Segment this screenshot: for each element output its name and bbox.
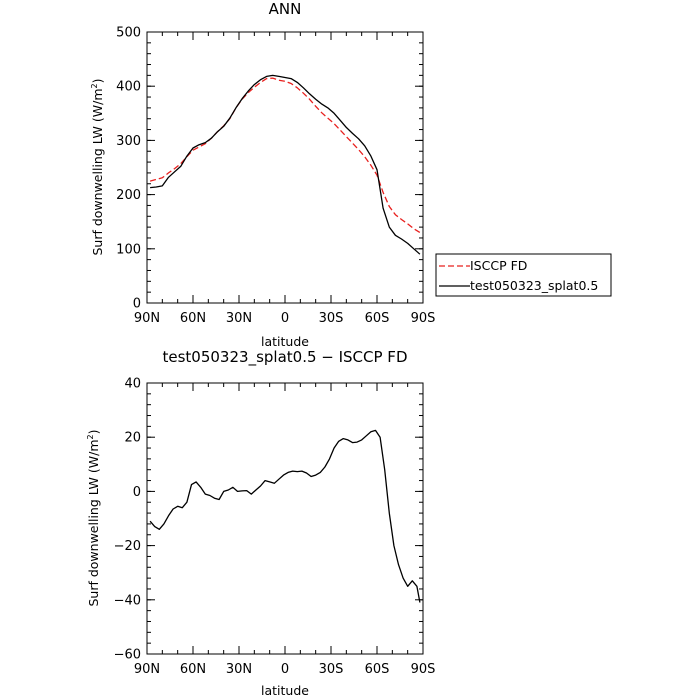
bottom-x-axis-label: latitude <box>261 683 309 698</box>
bottom-plot-frame <box>146 382 424 655</box>
bottom-x-tick-label: 60S <box>365 662 390 677</box>
bottom-x-tick-label: 60N <box>180 662 206 677</box>
top-y-tick-label: 200 <box>116 188 141 203</box>
bottom-y-axis-label: Surf downwelling LW (W/m2) <box>86 429 101 606</box>
top-x-tick-label: 0 <box>281 311 289 326</box>
top-x-tick-label: 90N <box>134 311 160 326</box>
top-series-line-isccp-fd <box>149 77 421 234</box>
legend-label-isccp: ISCCP FD <box>470 258 527 273</box>
bottom-y-tick-label: −20 <box>114 539 141 554</box>
top-x-tick-labels: 90N 60N 30N 0 30S 60S 90S <box>134 311 436 326</box>
top-panel: ANN 0 100 200 300 400 500 90N 60N 30N 0 30S 60S 90S… <box>90 0 612 349</box>
bottom-chart-title: test050323_splat0.5 − ISCCP FD <box>163 348 408 367</box>
bottom-x-tick-label: 30N <box>226 662 252 677</box>
legend: ISCCP FD test050323_splat0.5 <box>435 253 612 297</box>
top-y-tick-label: 300 <box>116 134 141 149</box>
top-y-axis-label: Surf downwelling LW (W/m2) <box>90 78 105 255</box>
bottom-series-lines <box>149 429 421 603</box>
top-y-tick-label: 100 <box>116 242 141 257</box>
top-x-tick-label: 90S <box>411 311 436 326</box>
top-y-tick-labels: 0 100 200 300 400 500 <box>116 26 141 312</box>
bottom-ticks <box>146 382 424 655</box>
top-series-lines <box>149 74 421 255</box>
legend-label-test: test050323_splat0.5 <box>470 278 598 293</box>
bottom-x-tick-labels: 90N 60N 30N 0 30S 60S 90S <box>134 662 436 677</box>
bottom-panel: test050323_splat0.5 − ISCCP FD −60 −40 −20… <box>86 348 435 698</box>
bottom-series-line-difference <box>149 429 421 603</box>
legend-box <box>435 253 612 297</box>
bottom-y-tick-label: −60 <box>114 648 141 663</box>
top-series-line-test050323-splat0-5 <box>150 74 421 255</box>
bottom-x-tick-label: 0 <box>281 662 289 677</box>
bottom-y-tick-label: 40 <box>124 377 141 392</box>
bottom-y-tick-label: −40 <box>114 593 141 608</box>
top-y-tick-label: 400 <box>116 80 141 95</box>
top-x-tick-label: 60S <box>365 311 390 326</box>
bottom-y-tick-label: 0 <box>133 485 141 500</box>
top-x-tick-label: 60N <box>180 311 206 326</box>
bottom-y-tick-labels: −60 −40 −20 0 20 40 <box>114 377 141 663</box>
top-x-axis-label: latitude <box>261 334 309 349</box>
bottom-x-tick-label: 90S <box>411 662 436 677</box>
top-ticks <box>146 31 424 304</box>
bottom-x-tick-label: 30S <box>319 662 344 677</box>
bottom-y-tick-label: 20 <box>124 431 141 446</box>
top-x-tick-label: 30S <box>319 311 344 326</box>
bottom-x-tick-label: 90N <box>134 662 160 677</box>
top-y-tick-label: 500 <box>116 26 141 41</box>
top-x-tick-label: 30N <box>226 311 252 326</box>
top-chart-title: ANN <box>269 0 302 18</box>
top-plot-frame <box>146 31 424 304</box>
top-y-tick-label: 0 <box>133 297 141 312</box>
